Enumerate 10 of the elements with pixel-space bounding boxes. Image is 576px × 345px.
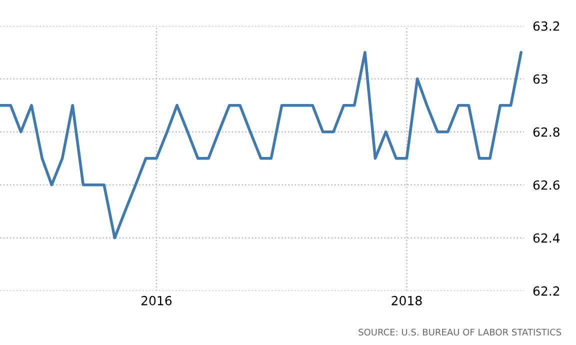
y-tick-label: 63.2 <box>533 21 560 31</box>
x-tick-label: 2018 <box>392 296 422 306</box>
source-note: SOURCE: U.S. BUREAU OF LABOR STATISTICS <box>358 328 562 336</box>
y-tick-label: 62.8 <box>533 127 560 137</box>
x-tick-label: 2016 <box>141 296 172 306</box>
y-tick-label: 63 <box>533 74 548 84</box>
y-tick-label: 62.6 <box>533 180 560 190</box>
y-tick-label: 62.4 <box>533 233 560 243</box>
y-tick-label: 62.2 <box>533 286 560 296</box>
line-series <box>0 50 522 240</box>
